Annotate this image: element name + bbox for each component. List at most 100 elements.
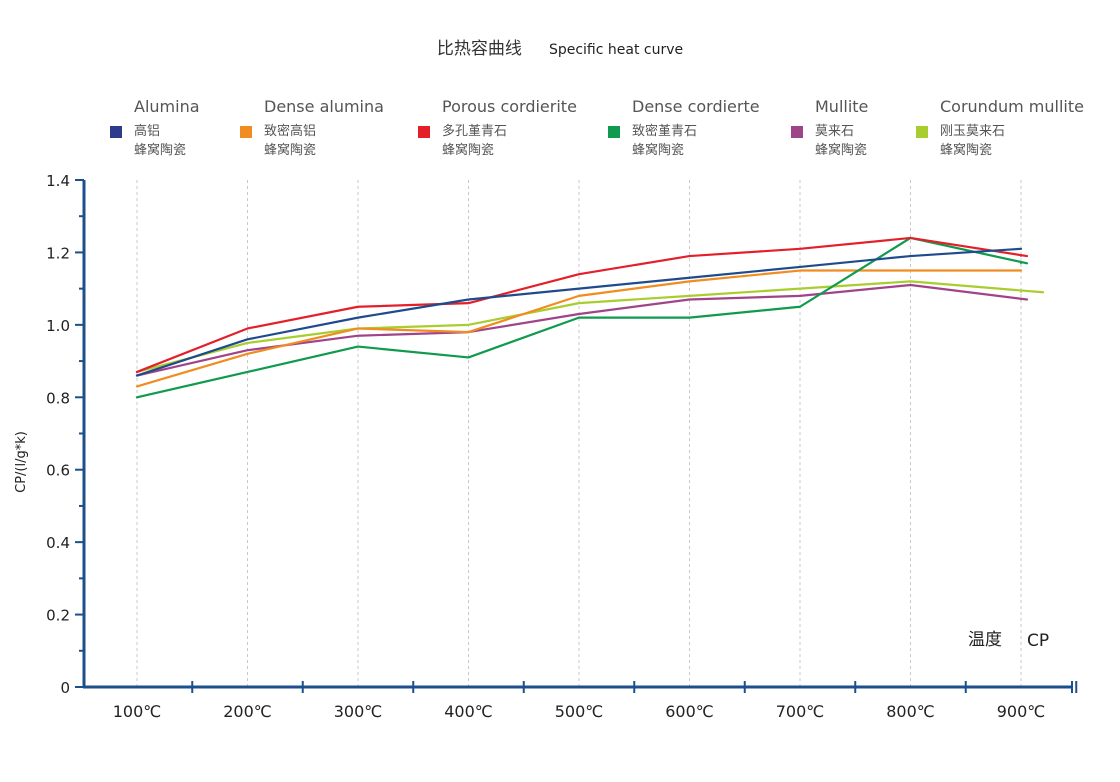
data-point: [357, 316, 359, 319]
chart-title-en: Specific heat curve: [548, 42, 684, 58]
legend-label-zh: 致密堇青石: [632, 124, 698, 139]
data-point: [467, 298, 470, 301]
data-point: [578, 273, 580, 276]
x-axis-unit-label: CP: [1027, 631, 1049, 651]
data-point: [357, 334, 359, 337]
legend-item-porous-cordierite: Porous cordierite 多孔堇青石 蜂窝陶瓷: [418, 97, 577, 160]
legend-label-en: Mullite: [815, 97, 869, 116]
data-point: [1020, 291, 1022, 294]
series-line-dense-cordierte: [135, 236, 1029, 399]
x-tick-label: 300℃: [334, 702, 383, 721]
data-point: [467, 302, 470, 305]
x-tick-label: 700℃: [776, 702, 825, 721]
legend-label-zh-2: 蜂窝陶瓷: [815, 143, 868, 158]
legend-label-en: Porous cordierite: [442, 97, 577, 116]
data-point: [578, 316, 580, 319]
legend-label-en: Dense alumina: [264, 97, 384, 116]
x-tick-label: 900℃: [997, 702, 1046, 721]
axes: [75, 179, 1078, 693]
series-line-mullite: [135, 283, 1029, 377]
data-point: [688, 255, 691, 257]
legend-label-zh: 高铝: [134, 124, 161, 139]
data-point: [357, 305, 359, 308]
data-point: [1020, 262, 1022, 265]
data-point: [578, 294, 580, 297]
legend-item-dense-alumina: Dense alumina 致密高铝 蜂窝陶瓷: [240, 97, 384, 160]
y-tick-label: 1.4: [46, 172, 70, 190]
data-point: [578, 302, 580, 305]
data-point: [799, 247, 801, 250]
data-point: [467, 356, 470, 359]
y-tick-label: 0.4: [46, 534, 70, 552]
data-point: [136, 385, 138, 388]
y-axis-label: CP/(l/g*k): [14, 431, 29, 493]
chart-title: 比热容曲线 Specific heat curve: [0, 34, 1120, 59]
data-point: [799, 287, 801, 290]
data-point: [688, 276, 691, 279]
gridlines: [136, 180, 1022, 687]
data-point: [136, 371, 138, 373]
y-tick-label: 0: [60, 679, 70, 697]
data-point: [136, 374, 138, 377]
data-point: [136, 396, 138, 399]
data-point: [799, 305, 801, 308]
legend: Alumina 高铝 蜂窝陶瓷 Dense alumina 致密高铝 蜂窝陶瓷 …: [0, 97, 1120, 167]
x-tick-label: 800℃: [886, 702, 935, 721]
legend-label-zh-2: 蜂窝陶瓷: [264, 143, 317, 158]
data-point: [688, 316, 691, 319]
data-point: [578, 313, 580, 315]
legend-label-zh: 莫来石: [815, 124, 855, 139]
legend-swatch: [791, 126, 803, 138]
legend-item-alumina: Alumina 高铝 蜂窝陶瓷: [110, 97, 200, 160]
data-point: [246, 352, 249, 355]
series-lines: [135, 236, 1045, 399]
y-tick-label: 1.0: [46, 317, 70, 335]
data-point: [578, 287, 580, 290]
data-point: [1020, 298, 1022, 301]
data-point: [799, 269, 801, 272]
data-point: [799, 294, 801, 297]
data-point: [688, 294, 691, 297]
legend-label-zh: 刚玉莫来石: [940, 124, 1006, 139]
data-point: [909, 255, 912, 257]
legend-label-en: Alumina: [134, 97, 200, 116]
x-tick-label: 100℃: [113, 702, 162, 721]
x-tick-label: 400℃: [444, 702, 493, 721]
data-point: [357, 345, 359, 348]
legend-label-zh-2: 蜂窝陶瓷: [442, 143, 495, 158]
data-point: [246, 327, 249, 330]
legend-item-corundum-mullite: Corundum mullite 刚玉莫来石 蜂窝陶瓷: [916, 97, 1084, 160]
data-point: [909, 280, 912, 283]
tick-labels: 0 0.2 0.4 0.6 0.8 1.0 1.2 1.4 100℃ 200℃ 300℃ 400℃ 50…: [46, 172, 1045, 721]
legend-swatch: [916, 126, 928, 138]
y-tick-label: 1.2: [46, 244, 70, 262]
data-point: [1020, 247, 1022, 250]
legend-label-zh-2: 蜂窝陶瓷: [632, 143, 685, 158]
x-tick-label: 200℃: [223, 702, 272, 721]
legend-swatch: [240, 126, 252, 138]
data-point: [246, 371, 249, 373]
data-point: [1020, 269, 1022, 272]
data-point: [357, 327, 359, 330]
data-point: [467, 323, 470, 326]
y-tick-label: 0.8: [46, 389, 70, 407]
data-point: [246, 342, 249, 344]
data-point: [467, 331, 470, 333]
y-tick-label: 0.2: [46, 607, 70, 625]
data-point: [909, 269, 912, 272]
x-tick-label: 600℃: [665, 702, 714, 721]
data-point: [246, 338, 249, 341]
legend-label-zh-2: 蜂窝陶瓷: [134, 143, 187, 158]
data-point: [909, 284, 912, 286]
y-tick-label: 0.6: [46, 462, 70, 480]
chart-title-zh: 比热容曲线: [436, 39, 522, 59]
legend-label-en: Corundum mullite: [940, 97, 1084, 116]
legend-swatch: [418, 126, 430, 138]
data-point: [909, 237, 912, 239]
x-axis-label: 温度: [968, 630, 1002, 650]
legend-swatch: [110, 126, 122, 138]
x-tick-label: 500℃: [555, 702, 604, 721]
data-point: [246, 349, 249, 352]
data-point: [688, 280, 691, 283]
